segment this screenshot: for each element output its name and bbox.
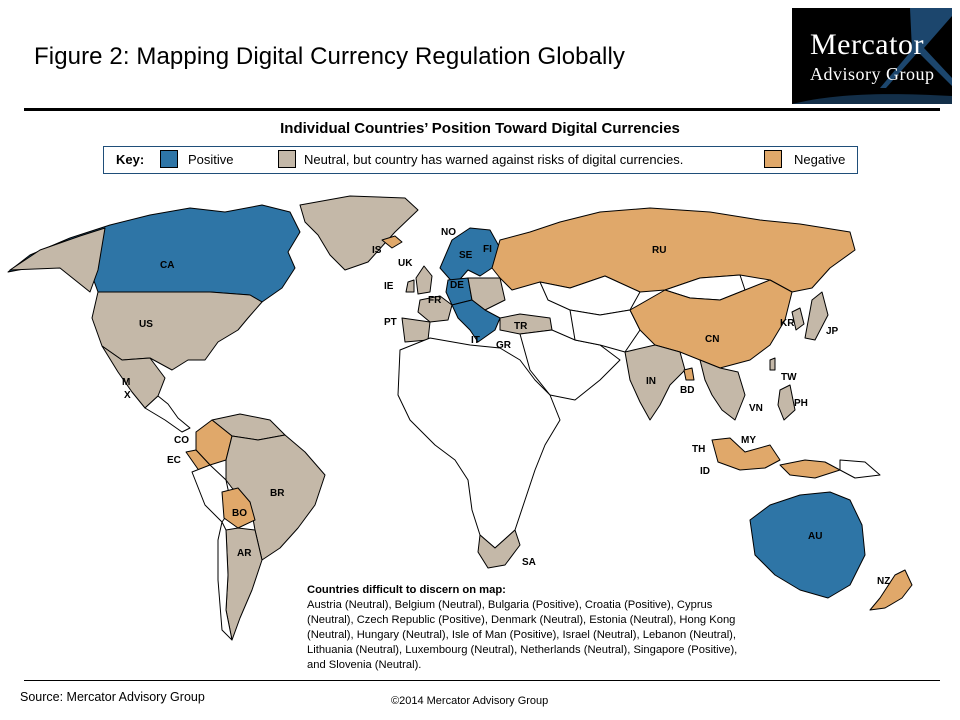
legend-item-positive: Positive (188, 152, 234, 167)
country-greenland (299, 195, 419, 271)
label-is: IS (372, 245, 382, 256)
label-gr: GR (496, 340, 512, 351)
legend-label: Key: (116, 152, 145, 167)
logo-line-1: Mercator (810, 28, 924, 61)
country-france (417, 295, 453, 323)
label-tr: TR (514, 321, 528, 332)
country-bolivia (221, 487, 256, 529)
label-th: TH (692, 444, 705, 455)
country-iceland (381, 235, 403, 249)
label-ru: RU (652, 245, 666, 256)
difficult-countries-note: Countries difficult to discern on map: A… (307, 583, 747, 673)
country-malaysia-indonesia (711, 437, 781, 471)
country-indonesia-east (779, 459, 841, 479)
label-my: MY (741, 435, 756, 446)
country-iran-afghan (569, 309, 641, 353)
label-mx: M (122, 377, 130, 388)
country-central-america (144, 395, 191, 433)
label-sa: SA (522, 557, 536, 568)
country-russia (491, 207, 856, 293)
label-se: SE (459, 250, 473, 261)
label-id: ID (700, 466, 710, 477)
country-uk (415, 265, 433, 295)
label-tw: TW (781, 372, 797, 383)
label-bd: BD (680, 385, 694, 396)
label-ca: CA (160, 260, 174, 271)
legend-item-negative: Negative (794, 152, 846, 167)
country-australia (749, 491, 866, 599)
figure-title: Figure 2: Mapping Digital Currency Regul… (34, 43, 626, 70)
country-india (624, 344, 686, 421)
country-new-zealand (869, 569, 913, 611)
label-au: AU (808, 531, 822, 542)
legend-swatch-positive (160, 150, 178, 168)
source-credit: Source: Mercator Advisory Group (20, 690, 205, 704)
logo-x-mark-icon (792, 8, 952, 104)
label-mx-x: X (124, 390, 131, 401)
label-fr: FR (428, 295, 442, 306)
label-it: IT (471, 335, 480, 346)
label-no: NO (441, 227, 456, 238)
note-text: Austria (Neutral), Belgium (Neutral), Bu… (307, 599, 738, 671)
country-italy-balkans (451, 299, 501, 343)
label-co: CO (174, 435, 189, 446)
map-subtitle: Individual Countries’ Position Toward Di… (280, 120, 680, 137)
legend-key: Key: Positive Neutral, but country has w… (103, 146, 858, 174)
country-chile (217, 521, 233, 641)
label-fi: FI (483, 244, 492, 255)
title-divider (24, 108, 940, 111)
country-japan (804, 291, 829, 341)
country-south-africa (477, 529, 521, 569)
footer-divider (24, 680, 940, 681)
country-philippines (777, 384, 796, 421)
label-bo: BO (232, 508, 247, 519)
label-jp: JP (826, 326, 839, 337)
logo-line-2: Advisory Group (810, 64, 935, 84)
legend-swatch-negative (764, 150, 782, 168)
copyright: ©2014 Mercator Advisory Group (391, 695, 549, 707)
label-in: IN (646, 376, 656, 387)
country-southeast-asia (699, 359, 746, 421)
world-map: CA US M X CO EC BR BO AR IS NO FI SE UK … (7, 195, 913, 641)
label-ie: IE (384, 281, 394, 292)
label-us: US (139, 319, 153, 330)
label-ar: AR (237, 548, 252, 559)
label-cn: CN (705, 334, 719, 345)
note-title: Countries difficult to discern on map: (307, 584, 506, 596)
label-kr: KR (780, 318, 795, 329)
country-argentina (225, 527, 263, 641)
label-nz: NZ (877, 576, 890, 587)
label-br: BR (270, 488, 285, 499)
legend-swatch-neutral (278, 150, 296, 168)
label-ec: EC (167, 455, 181, 466)
label-pt: PT (384, 317, 397, 328)
country-central-europe (467, 277, 506, 311)
country-korea (791, 307, 805, 331)
country-taiwan (769, 357, 776, 371)
label-de: DE (450, 280, 464, 291)
label-vn: VN (749, 403, 763, 414)
country-alaska (9, 227, 106, 293)
country-bangladesh (683, 367, 695, 381)
label-uk: UK (398, 258, 413, 269)
mercator-logo: Mercator Advisory Group (792, 8, 952, 104)
country-africa (397, 337, 561, 549)
country-iberia (401, 317, 431, 343)
country-middle-east (519, 329, 621, 401)
label-ph: PH (794, 398, 808, 409)
country-ireland (405, 279, 415, 293)
country-png (839, 459, 881, 479)
legend-item-neutral: Neutral, but country has warned against … (304, 152, 684, 167)
